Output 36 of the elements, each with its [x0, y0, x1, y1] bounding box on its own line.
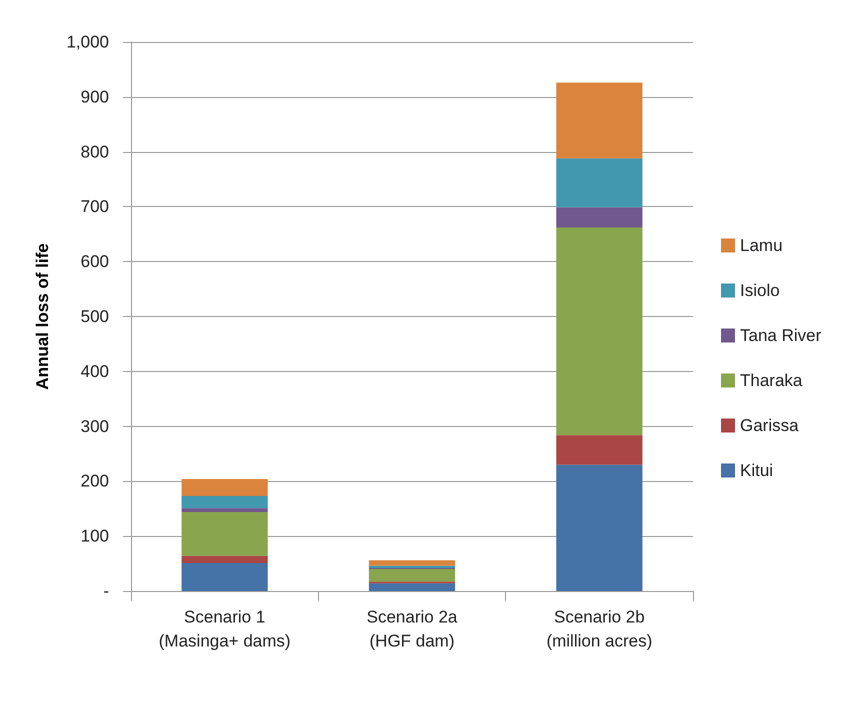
- bar: [368, 560, 456, 566]
- legend-label: Tana River: [740, 326, 822, 345]
- bar: [182, 556, 268, 563]
- y-tick-label: 500: [80, 307, 109, 326]
- y-tick-label: 100: [80, 526, 109, 546]
- y-tick-label: 1,000: [66, 32, 109, 52]
- y-tick-label: 600: [80, 252, 109, 272]
- bar: [182, 563, 268, 591]
- x-tick-label: Scenario 2b (million acres): [546, 608, 652, 650]
- y-tick-label: 300: [80, 416, 109, 436]
- bar: [368, 569, 456, 582]
- legend-label: Tharaka: [740, 371, 803, 390]
- y-tick-label: 200: [80, 472, 109, 491]
- bar: [556, 228, 642, 436]
- legend-label: Lamu: [740, 236, 783, 255]
- bar: [556, 82, 642, 158]
- legend-label: Isiolo: [740, 281, 780, 300]
- bar: [556, 464, 642, 591]
- bar: [368, 583, 456, 591]
- y-tick-label: 700: [80, 197, 109, 216]
- bar: [182, 496, 268, 508]
- x-tick-label: Scenario 1 (Masinga+ dams): [158, 608, 291, 650]
- legend-label: Kitui: [740, 461, 774, 480]
- y-tick-label: 800: [80, 142, 109, 162]
- bar: [556, 158, 642, 208]
- legend-label: Garissa: [740, 416, 800, 435]
- y-tick-label: 900: [80, 87, 109, 106]
- bar: [182, 479, 268, 496]
- y-tick-label: 400: [80, 362, 109, 381]
- y-axis-title: Annual loss of life: [33, 243, 52, 390]
- bar: [556, 435, 642, 465]
- bar: [182, 512, 268, 556]
- bar: [182, 508, 268, 512]
- bar: [556, 207, 642, 228]
- x-tick-label: Scenario 2a (HGF dam): [366, 608, 458, 650]
- y-tick-label: -: [103, 582, 109, 600]
